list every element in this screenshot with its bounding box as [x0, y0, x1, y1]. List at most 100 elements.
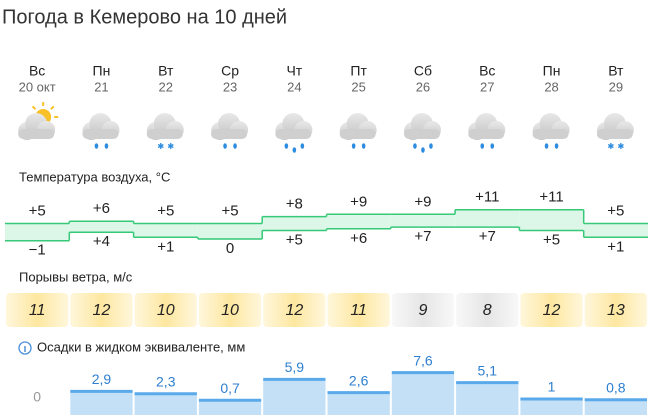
weather-icon: [292, 147, 297, 153]
weather-icon: [82, 129, 119, 139]
date: 29: [609, 79, 623, 94]
precip-bar: [391, 372, 455, 415]
precip-value: 5,9: [285, 359, 305, 375]
temperature-max: +9: [414, 193, 431, 210]
gust-value: 11: [29, 302, 46, 319]
weather-icon: [211, 129, 248, 139]
title: Погода в Кемерово на 10 дней: [2, 6, 287, 28]
weekday: Ср: [221, 63, 239, 79]
weather-icon: [233, 143, 237, 149]
gust-cell: [584, 293, 647, 327]
date: 20 окт: [19, 79, 56, 94]
weekday: Сб: [414, 63, 432, 79]
temperature-max: +11: [475, 189, 499, 206]
temperature-band: [455, 209, 520, 228]
temperature-band: [5, 223, 70, 241]
precip-bar: [134, 393, 197, 415]
temperature-band: [133, 223, 198, 238]
date: 25: [351, 79, 365, 94]
temperature-min: +6: [350, 230, 367, 247]
info-icon[interactable]: [18, 341, 32, 355]
weather-icon: [104, 143, 109, 149]
weekday: Чт: [286, 63, 302, 79]
temperature-band: [262, 216, 327, 231]
weather-icon: [421, 147, 425, 153]
temperature-max: +11: [539, 189, 563, 206]
precip-bar: [263, 379, 326, 415]
date: 23: [223, 79, 237, 94]
date: 24: [287, 79, 301, 94]
precip-bar: [198, 400, 262, 415]
weather-icon: [18, 129, 55, 139]
date: 26: [416, 79, 430, 94]
weather-icon: [167, 143, 174, 149]
weekday: Вс: [29, 63, 45, 79]
gust-cell: [6, 293, 69, 327]
temperature-max: +8: [286, 196, 303, 213]
weather-icon: [413, 143, 417, 149]
gust-cell: [134, 293, 197, 327]
precip-value: 0: [33, 389, 41, 405]
date: 21: [94, 79, 108, 94]
temperature-max: +5: [607, 202, 624, 219]
weather-icon: [596, 129, 633, 139]
weather-icon: [223, 143, 227, 149]
weather-icon: [157, 143, 164, 149]
weather-icon: [339, 129, 376, 139]
weather-icon: [617, 143, 624, 149]
weather-icon: [361, 143, 366, 149]
precip-value: 0,8: [606, 380, 626, 396]
temperature-min: +4: [93, 233, 110, 250]
gust-value: 11: [350, 302, 367, 319]
weather-icon: [544, 143, 549, 149]
gust-value: 9: [418, 302, 427, 319]
precip-value: 7,6: [413, 352, 433, 368]
gust-value: 12: [543, 302, 561, 319]
weekday: Пн: [543, 63, 561, 79]
temperature-min: −1: [29, 242, 46, 259]
gust-value: 12: [285, 302, 303, 319]
precip-bar: [584, 399, 647, 415]
weather-icon: [468, 129, 505, 139]
weather-icon: [31, 105, 37, 110]
temperature-max: +9: [350, 193, 367, 210]
weather-icon: [284, 143, 289, 149]
weather-icon: [403, 129, 440, 139]
precip-bar: [327, 392, 390, 415]
gust-value: 10: [157, 302, 175, 319]
precip-bar: [456, 382, 519, 415]
gust-cell: [520, 293, 583, 327]
date: 28: [544, 79, 558, 94]
precip-bar: [520, 399, 583, 415]
gust-cell: [198, 293, 262, 327]
gust-cell: [456, 293, 519, 327]
weekday: Вт: [158, 63, 174, 79]
weather-icon: [490, 143, 495, 149]
temperature-min: +1: [157, 238, 174, 255]
precip-value: 5,1: [478, 362, 498, 378]
weather-icon: [480, 143, 485, 149]
date: 22: [159, 79, 173, 94]
weather-icon: [554, 143, 559, 149]
weekday: Пт: [350, 63, 367, 79]
temperature-min: +7: [414, 228, 431, 245]
gust-value: 12: [93, 302, 111, 319]
weather-icon: [300, 143, 305, 149]
temperature-max: +5: [157, 202, 174, 219]
section-label: Порывы ветра, м/с: [19, 269, 133, 284]
weather-icon: [607, 143, 614, 149]
weather-icon: [94, 143, 99, 149]
temperature-max: +5: [29, 202, 46, 219]
temperature-band: [583, 223, 648, 238]
precip-value: 2,9: [92, 371, 112, 387]
temperature-min: +5: [543, 231, 560, 248]
precip-value: 2,6: [349, 372, 369, 388]
gust-value: 10: [221, 302, 239, 319]
temperature-max: +6: [93, 200, 110, 217]
temperature-band: [69, 221, 134, 233]
precip-bar: [70, 391, 133, 415]
weather-icon: [275, 129, 312, 139]
temperature-band: [519, 209, 584, 231]
section-label: Температура воздуха, °C: [19, 169, 170, 184]
